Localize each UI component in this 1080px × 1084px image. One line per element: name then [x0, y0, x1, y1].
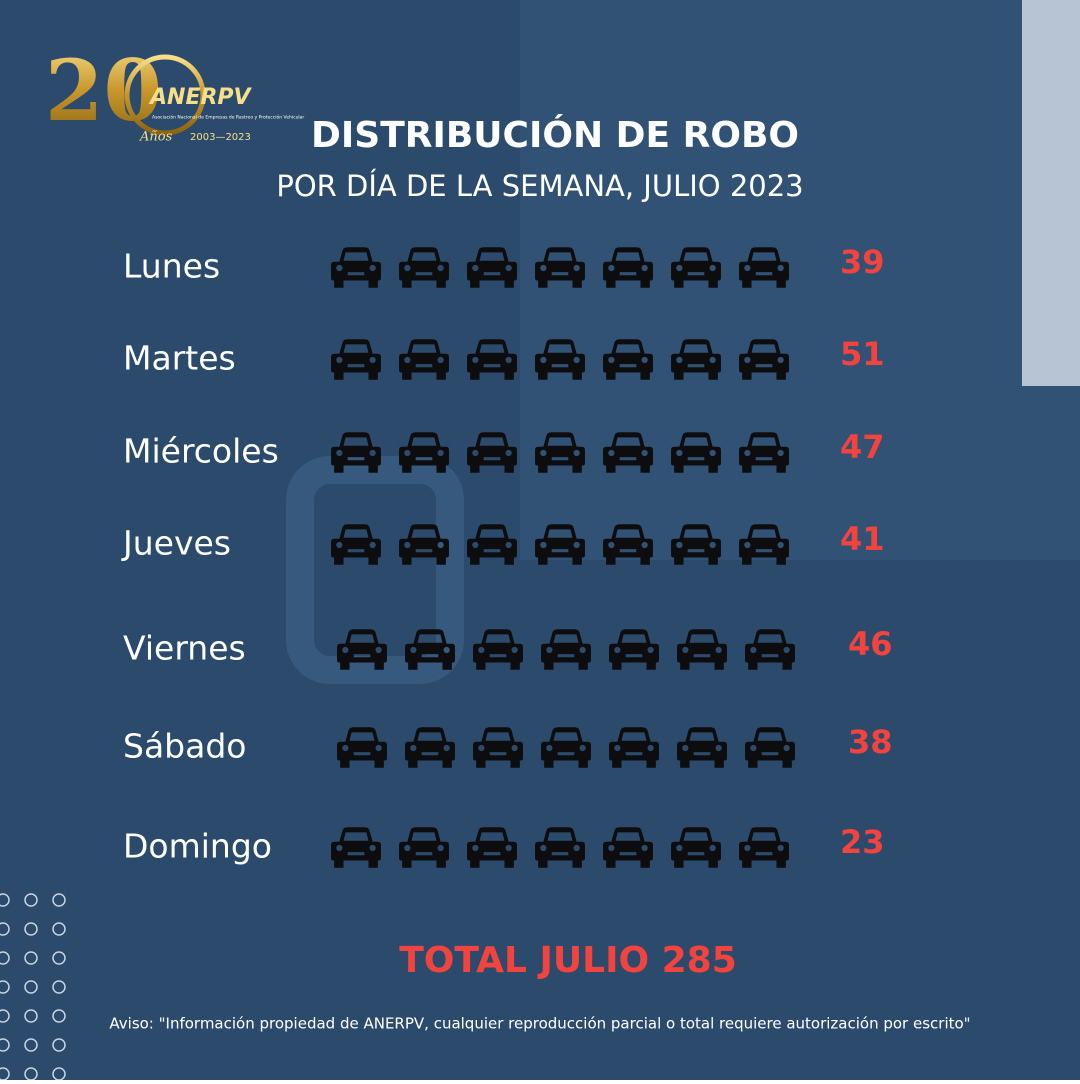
row-label: Martes [123, 339, 236, 378]
row-label: Viernes [123, 629, 246, 668]
value-label: 41 [840, 520, 885, 558]
logo-subtitle: Asociación Nacional de Empresas de Rastr… [152, 114, 304, 121]
footer-note: Aviso: "Información propiedad de ANERPV,… [109, 1015, 970, 1033]
total: TOTAL JULIO 285 [399, 940, 737, 981]
row-label: Miércoles [123, 432, 279, 471]
chart-subtitle: POR DÍA DE LA SEMANA, JULIO 2023 [276, 169, 803, 203]
logo: 20 ANERPV Asociación Nacional de Empresa… [45, 41, 304, 145]
dot-pattern [0, 893, 66, 1081]
value-label: 38 [848, 723, 893, 761]
value-label: 46 [848, 625, 893, 663]
value-label: 47 [840, 428, 885, 466]
chart-title: DISTRIBUCIÓN DE ROBO [311, 114, 799, 156]
row-label: Lunes [123, 247, 220, 286]
row-label: Jueves [121, 524, 231, 563]
logo-years: 2003—2023 [190, 132, 251, 143]
row-label: Sábado [123, 727, 246, 766]
logo-years-word: Años [139, 130, 173, 145]
bg-panel [1022, 0, 1080, 386]
row-label: Domingo [123, 827, 272, 866]
value-label: 39 [840, 243, 885, 281]
logo-brand: ANERPV [148, 85, 253, 110]
logo-ring [124, 54, 206, 136]
value-label: 51 [840, 335, 885, 373]
value-label: 23 [840, 823, 885, 861]
